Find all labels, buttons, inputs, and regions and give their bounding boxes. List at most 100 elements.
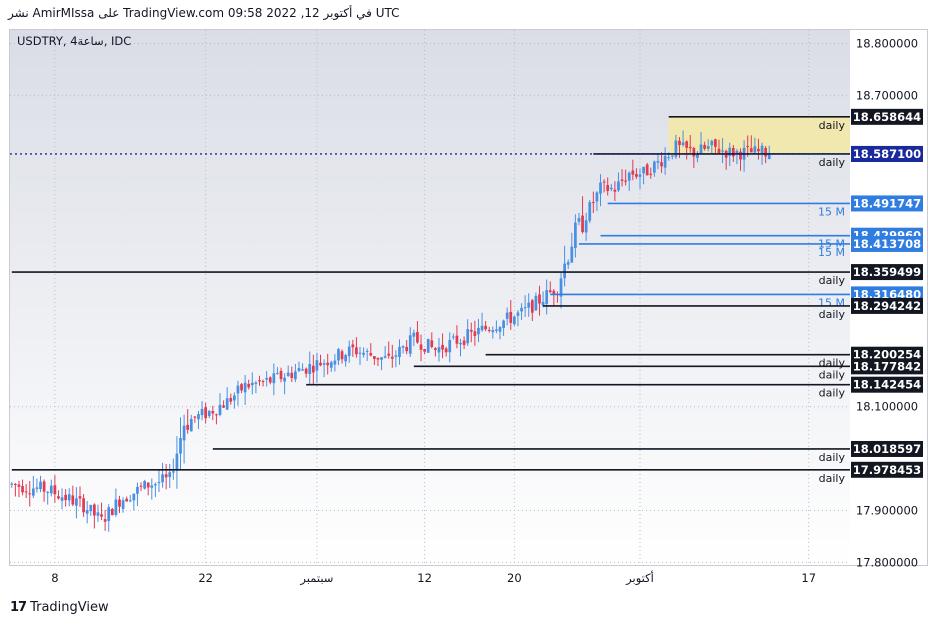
candle-body <box>204 407 208 419</box>
candle-body <box>258 380 261 382</box>
candle-body <box>243 382 247 393</box>
candle-body <box>347 346 351 357</box>
candle-body <box>211 411 215 414</box>
level-price-box <box>851 108 923 125</box>
candle-body <box>455 335 459 344</box>
candle-body <box>207 410 211 417</box>
candle-body <box>365 350 369 352</box>
candle-body <box>635 173 638 177</box>
candle-body <box>340 351 344 360</box>
candle-body <box>434 348 437 351</box>
candle-body <box>516 312 520 316</box>
current-price-box <box>851 145 923 162</box>
candle-body <box>419 344 423 350</box>
candle-body <box>416 332 419 343</box>
candle-body <box>319 362 322 366</box>
candle-body <box>591 202 595 204</box>
candle-body <box>731 147 735 157</box>
candle-body <box>448 339 452 353</box>
candle-body <box>161 474 164 483</box>
candle-body <box>459 342 462 345</box>
candle-body <box>749 148 753 153</box>
candle-body <box>509 311 513 323</box>
candle-body <box>401 346 405 348</box>
candle-body <box>118 499 121 507</box>
candle-body <box>14 483 17 485</box>
candle-body <box>329 362 333 368</box>
candle-body <box>728 147 732 156</box>
candle-body <box>164 474 168 478</box>
candle-body <box>678 140 681 146</box>
candle-body <box>530 300 534 313</box>
candle-body <box>250 382 254 386</box>
candle-body <box>46 491 50 493</box>
candle-body <box>512 316 516 325</box>
level-price-label: 18.018597 <box>853 442 921 456</box>
candle-body <box>322 363 326 365</box>
candle-body <box>577 218 581 222</box>
price-axis[interactable]: 18.65864418.58710018.49174718.42996018.4… <box>851 36 923 569</box>
candle-body <box>477 327 480 335</box>
candle-body <box>351 344 355 348</box>
candle-body <box>254 382 258 384</box>
candle-body <box>405 346 409 352</box>
candle-body <box>369 353 373 356</box>
level-price-label: 18.658644 <box>853 110 921 124</box>
candle-body <box>714 139 717 147</box>
candle-body <box>301 369 304 371</box>
level-price-box <box>851 195 923 212</box>
candle-body <box>584 220 588 233</box>
candle-body <box>103 519 107 522</box>
candle-body <box>236 385 240 394</box>
candle-body <box>674 140 678 157</box>
y-tick-label: 18.800000 <box>856 36 918 50</box>
candle-body <box>182 425 186 441</box>
candle-body <box>581 215 584 233</box>
candle-body <box>31 488 35 496</box>
candle-body <box>171 471 175 473</box>
candle-body <box>10 483 14 485</box>
candle-body <box>57 496 60 499</box>
plot-background <box>10 30 850 565</box>
level-price-label: 18.200254 <box>853 348 921 362</box>
candle-body <box>154 483 157 486</box>
candle-body <box>462 340 466 345</box>
chart-frame <box>9 29 928 566</box>
candle-body <box>35 487 39 489</box>
candle-body <box>304 368 308 374</box>
candle-body <box>469 329 473 332</box>
x-tick-label: 12 <box>417 571 432 585</box>
candle-body <box>136 486 139 494</box>
candle-body <box>276 372 279 374</box>
current-price-label: 18.587100 <box>853 147 921 161</box>
candle-body <box>200 408 204 416</box>
candle-body <box>67 494 71 501</box>
candle-body <box>261 381 265 383</box>
candle-body <box>441 344 444 350</box>
candle-body <box>663 155 667 168</box>
candle-body <box>186 424 190 430</box>
candle-body <box>559 278 563 297</box>
candle-body <box>660 162 663 167</box>
candle-body <box>588 202 592 221</box>
candle-body <box>92 504 96 516</box>
candle-body <box>617 181 620 191</box>
candle-body <box>96 512 100 516</box>
candle-body <box>444 348 448 353</box>
candle-body <box>21 486 24 493</box>
level-price-label: 18.359499 <box>853 265 921 279</box>
candle-body <box>412 332 416 337</box>
candle-body <box>502 320 505 329</box>
candle-body <box>408 335 412 354</box>
level-tag: daily <box>819 472 846 485</box>
candle-body <box>606 185 610 192</box>
candle-body <box>645 164 649 176</box>
candle-body <box>387 353 391 356</box>
candle-body <box>570 246 574 263</box>
level-price-label: 18.142454 <box>853 378 921 392</box>
time-axis[interactable]: 8 22 سبتمبر 12 20 أكتوبر 17 <box>51 570 816 586</box>
candle-body <box>215 414 218 416</box>
candle-body <box>344 355 348 362</box>
level-price-box <box>851 235 923 252</box>
